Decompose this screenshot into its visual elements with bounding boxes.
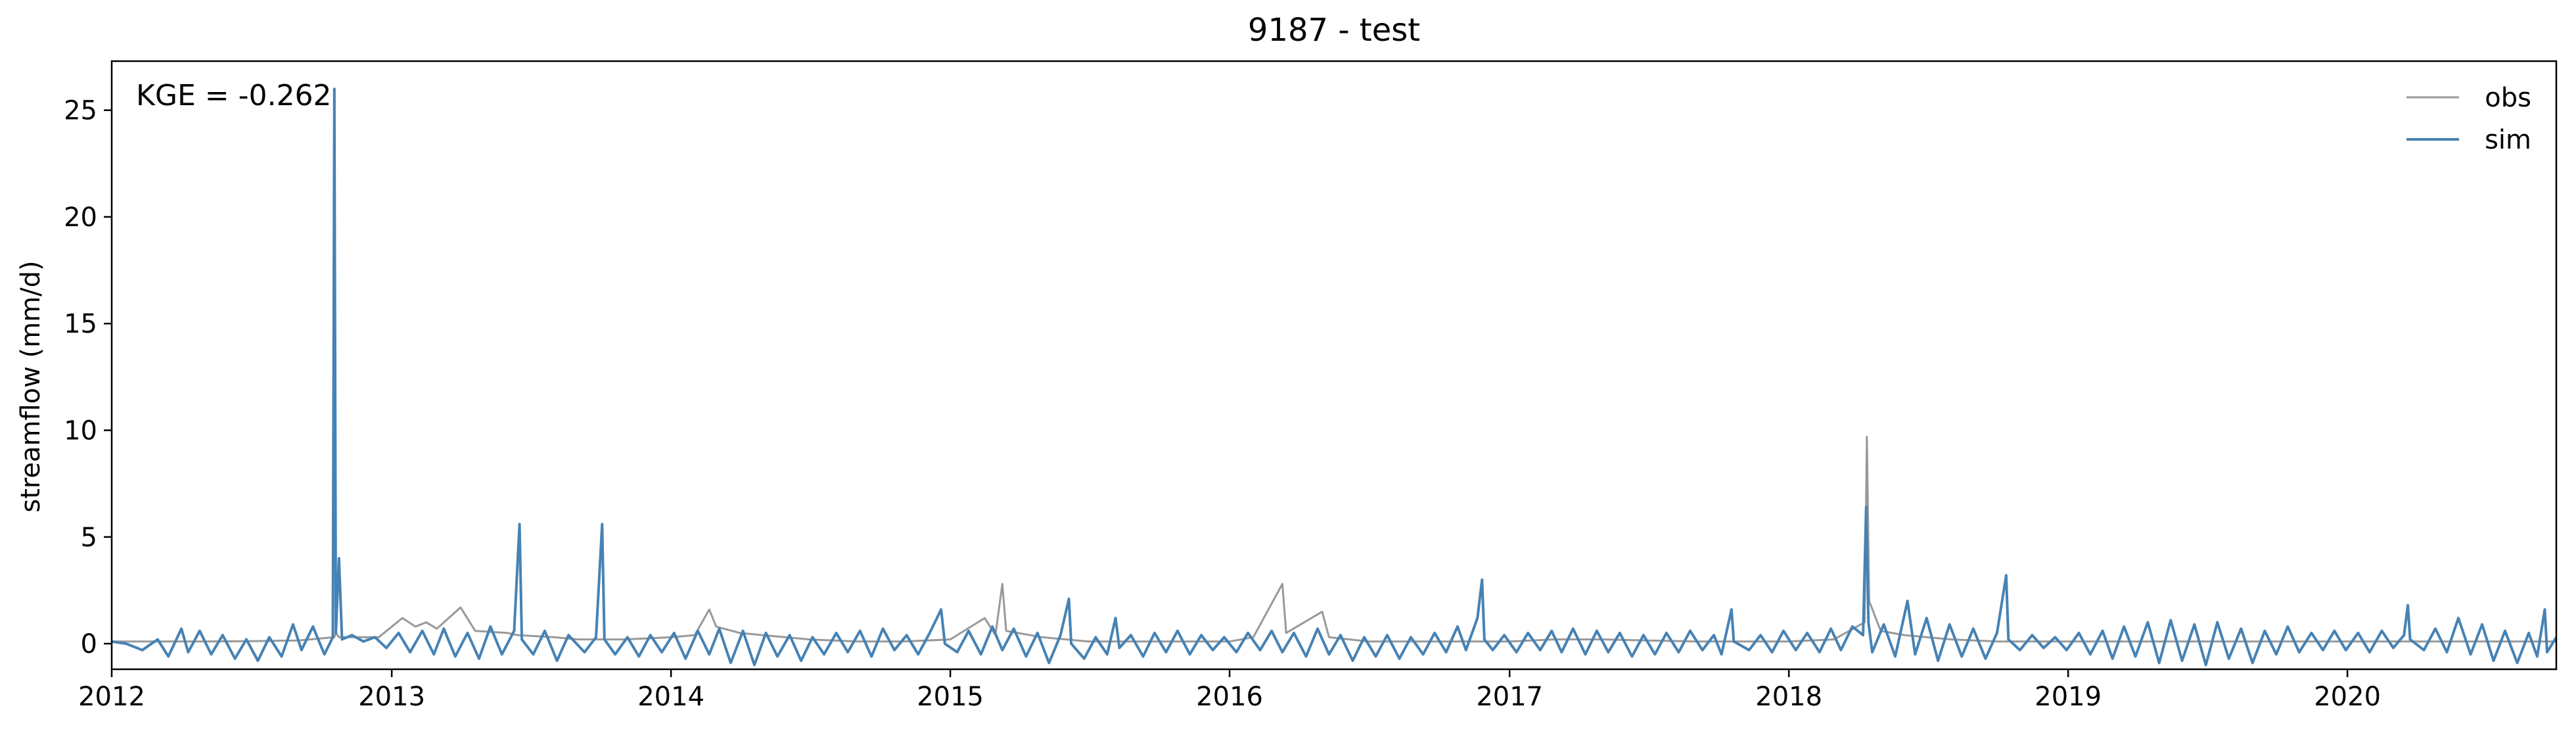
series-line-sim — [112, 87, 2556, 667]
y-axis: 0 5 10 15 20 25 — [64, 96, 112, 659]
x-tick-label: 2017 — [1476, 682, 1543, 712]
y-axis-label: streamflow (mm/d) — [16, 260, 46, 512]
x-tick-label: 2020 — [2314, 682, 2381, 712]
legend-label-obs: obs — [2485, 83, 2531, 113]
y-tick-label: 5 — [81, 523, 97, 553]
y-tick-label: 20 — [64, 202, 97, 233]
kge-annotation: KGE = -0.262 — [136, 79, 331, 112]
x-tick-label: 2013 — [358, 682, 425, 712]
series-line-obs — [112, 435, 2556, 643]
legend: obs sim — [2406, 83, 2531, 155]
y-tick-label: 10 — [64, 415, 97, 446]
y-tick-label: 15 — [64, 309, 97, 339]
y-tick-label: 25 — [64, 96, 97, 126]
x-tick-label: 2016 — [1196, 682, 1263, 712]
y-tick-label: 0 — [81, 629, 97, 659]
x-tick-label: 2019 — [2035, 682, 2102, 712]
x-tick-label: 2015 — [917, 682, 984, 712]
legend-label-sim: sim — [2485, 125, 2531, 155]
plot-frame — [110, 60, 2558, 671]
x-tick-label: 2012 — [78, 682, 145, 712]
x-tick-label: 2014 — [637, 682, 704, 712]
plot-area — [112, 87, 2556, 667]
x-axis: 2012 2013 2014 2015 2016 2017 2018 2019 2020 — [78, 669, 2381, 712]
x-tick-label: 2018 — [1755, 682, 1822, 712]
chart-title: 9187 - test — [1248, 12, 1420, 49]
